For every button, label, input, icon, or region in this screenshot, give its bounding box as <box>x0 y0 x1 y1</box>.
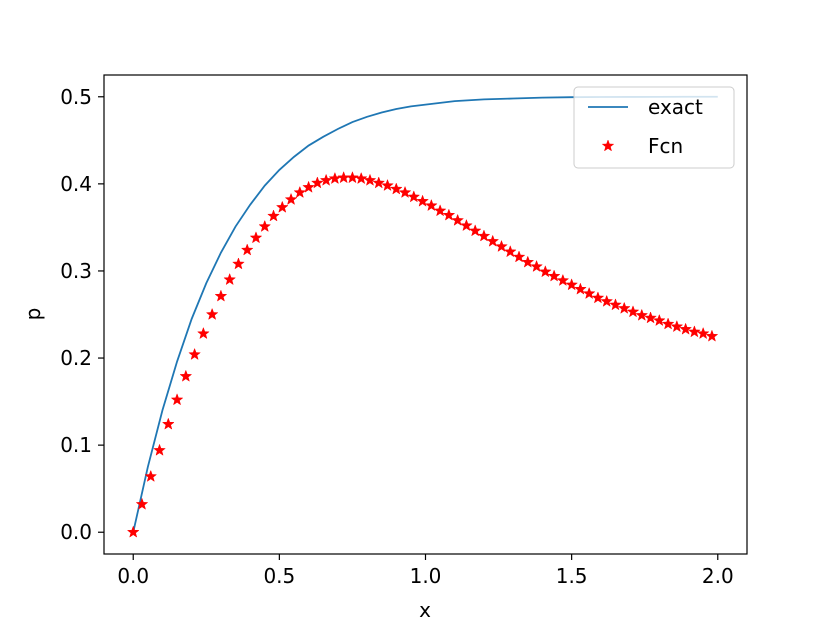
series-Fcn-point <box>574 282 587 295</box>
series-Fcn-point <box>538 265 552 278</box>
series-Fcn-point <box>407 190 421 203</box>
series-Fcn-point <box>240 243 254 256</box>
series-Fcn-point <box>424 198 438 212</box>
series-Fcn-point <box>705 329 719 342</box>
series-Fcn-point <box>223 272 237 286</box>
series-Fcn-point <box>696 326 710 340</box>
legend-fcn-star-icon <box>601 139 615 152</box>
y-axis-label: p <box>21 308 45 321</box>
series-Fcn-point <box>354 171 368 185</box>
series-Fcn-point <box>135 497 149 510</box>
series-Fcn-point <box>232 257 245 270</box>
series-Fcn-point <box>617 301 631 314</box>
series-Fcn-point <box>679 322 693 335</box>
series-Fcn-point <box>310 176 324 189</box>
series-Fcn-point <box>416 194 429 207</box>
series-Fcn-point <box>687 325 701 338</box>
series-Fcn-point <box>372 176 386 189</box>
y-tick-label: 0.5 <box>60 85 92 109</box>
series-Fcn-point <box>196 326 210 340</box>
y-tick-label: 0.2 <box>60 346 92 370</box>
series-Fcn-point <box>275 200 289 213</box>
series-Fcn-point <box>626 305 640 318</box>
series-Fcn-point <box>144 469 158 482</box>
series-Fcn-point <box>205 307 219 320</box>
series-Fcn-point <box>477 229 491 242</box>
series-Fcn-point <box>363 173 377 186</box>
series-Fcn-point <box>302 180 315 193</box>
series-Fcn-point <box>547 269 561 282</box>
y-tick-label: 0.1 <box>60 433 92 457</box>
x-tick-label: 2.0 <box>702 564 734 588</box>
series-Fcn-point <box>582 286 596 300</box>
series-Fcn-point <box>460 218 473 232</box>
series-Fcn-point <box>451 213 465 226</box>
series-Fcn-point <box>486 234 500 247</box>
series-Fcn-point <box>433 204 447 217</box>
series-Fcn-point <box>161 417 175 430</box>
y-tick-label: 0.0 <box>60 520 92 544</box>
x-tick-label: 0.0 <box>117 564 149 588</box>
series-Fcn-point <box>153 443 166 456</box>
series-Fcn-point <box>346 171 359 184</box>
series-Fcn-point <box>398 185 412 199</box>
legend-fcn-label: Fcn <box>648 134 683 158</box>
series-layer <box>126 95 719 538</box>
series-Fcn-point <box>652 313 666 327</box>
legend-exact-label: exact <box>648 95 703 119</box>
y-tick-label: 0.4 <box>60 172 92 196</box>
y-tick-label: 0.3 <box>60 259 92 283</box>
series-Fcn-point <box>267 209 280 222</box>
series-Fcn-point <box>442 208 456 221</box>
x-axis-label: x <box>419 598 431 622</box>
series-Fcn-point <box>319 173 333 186</box>
series-Fcn-point <box>521 255 535 268</box>
series-Fcn-point <box>512 250 526 263</box>
series-Fcn-point <box>258 219 272 232</box>
series-Fcn-point <box>179 369 193 382</box>
series-Fcn-point <box>565 278 579 291</box>
series-Fcn-point <box>468 224 482 237</box>
series-Fcn-point <box>556 273 570 286</box>
series-Fcn-point <box>609 298 622 311</box>
series-Fcn-point <box>635 308 649 321</box>
series-Fcn-point <box>126 525 140 538</box>
x-tick-label: 1.0 <box>410 564 442 588</box>
series-Fcn-point <box>670 319 684 333</box>
series-Fcn-point <box>188 347 201 361</box>
series-Fcn-point <box>214 289 228 302</box>
x-tick-label: 0.5 <box>263 564 295 588</box>
series-Fcn-point <box>381 178 394 192</box>
series-Fcn-point <box>170 393 184 406</box>
series-Fcn-point <box>293 185 307 199</box>
series-Fcn-point <box>503 245 517 258</box>
series-Fcn-point <box>495 239 508 253</box>
series-Fcn-point <box>644 311 657 324</box>
axes-layer: 0.0 0.5 1.0 1.5 2.0 0.0 0.1 0.2 0.3 0.4 0.5 <box>60 74 748 588</box>
series-Fcn-point <box>591 291 605 304</box>
legend: exact Fcn <box>573 86 735 169</box>
x-tick-label: 1.5 <box>556 564 588 588</box>
series-Fcn-point <box>389 182 403 195</box>
series-Fcn-point <box>530 259 543 273</box>
series-Fcn-point <box>249 231 263 244</box>
series-Fcn-point <box>600 294 614 307</box>
series-Fcn-point <box>284 192 298 205</box>
series-exact-line <box>132 95 718 533</box>
series-Fcn-point <box>661 317 675 330</box>
